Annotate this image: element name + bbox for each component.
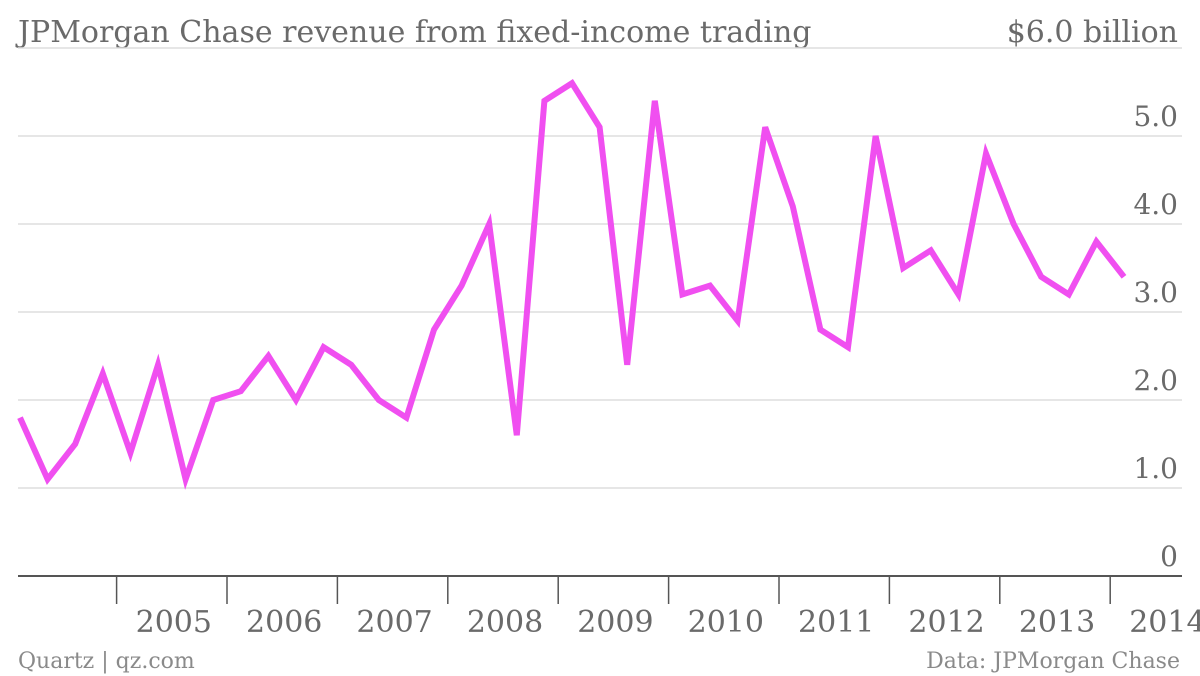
- x-tick-label: 2011: [798, 605, 874, 640]
- x-tick-label: 2012: [908, 605, 984, 640]
- y-tick-label: 3.0: [1133, 276, 1178, 309]
- y-axis-top-label: $6.0 billion: [1007, 15, 1178, 50]
- x-tick-label: 2006: [246, 605, 322, 640]
- x-tick-label: 2014: [1129, 605, 1200, 640]
- x-tick-label: 2007: [356, 605, 432, 640]
- x-axis-ticks: 2005 2006 2007 2008 2009 2010 2011 2012 2013 2014: [115, 576, 1200, 640]
- series-layer: [17, 79, 1127, 490]
- y-tick-label: 2.0: [1133, 364, 1178, 397]
- source-credit: Quartz | qz.com: [18, 649, 195, 674]
- data-source: Data: JPMorgan Chase: [926, 649, 1180, 674]
- series-line: [17, 79, 1127, 490]
- x-tick-label: 2008: [467, 605, 543, 640]
- chart-title: JPMorgan Chase revenue from fixed-income…: [15, 15, 812, 50]
- x-tick-label: 2009: [577, 605, 653, 640]
- x-tick-label: 2005: [136, 605, 212, 640]
- y-tick-label: 1.0: [1133, 452, 1178, 485]
- y-tick-label: 5.0: [1133, 100, 1178, 133]
- gridlines: [18, 47, 1182, 489]
- x-tick-label: 2010: [688, 605, 764, 640]
- y-axis-ticks: 0 1.0 2.0 3.0 4.0 5.0: [1133, 100, 1178, 573]
- y-tick-label: 4.0: [1133, 188, 1178, 221]
- x-tick-label: 2013: [1019, 605, 1095, 640]
- y-tick-label: 0: [1160, 540, 1178, 573]
